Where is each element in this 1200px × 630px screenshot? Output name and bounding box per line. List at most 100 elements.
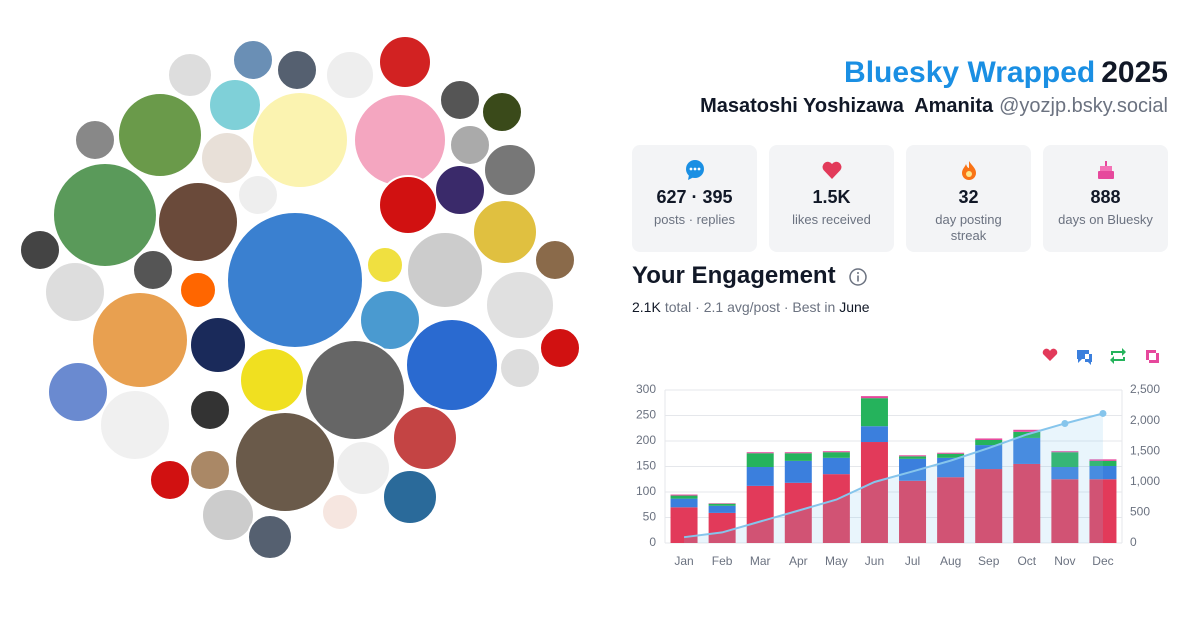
avatar[interactable] <box>359 289 421 351</box>
avatar[interactable] <box>208 78 262 132</box>
avatar[interactable] <box>189 389 231 431</box>
avatar[interactable] <box>405 318 499 412</box>
avatar[interactable] <box>378 35 432 89</box>
avatar[interactable] <box>247 514 293 560</box>
avatar[interactable] <box>439 79 481 121</box>
bar-segment <box>1051 467 1079 480</box>
y2-tick-label: 2,500 <box>1130 382 1160 396</box>
stat-label: days on Bluesky <box>1058 212 1153 227</box>
avatar[interactable] <box>149 459 191 501</box>
avatar[interactable] <box>157 181 239 263</box>
avatar[interactable] <box>321 493 359 531</box>
icon <box>822 161 841 179</box>
y-tick-label: 300 <box>636 382 656 396</box>
y2-tick-label: 2,000 <box>1130 413 1160 427</box>
avatar[interactable] <box>378 175 438 235</box>
avatar[interactable] <box>132 249 174 291</box>
x-tick-label: Jun <box>865 554 884 568</box>
bar-segment <box>746 467 774 486</box>
user: Masatoshi Yoshizawa Amanita @yozjp.bsky.s… <box>700 95 1168 118</box>
bar-segment <box>1089 460 1117 466</box>
bar-segment <box>899 458 927 481</box>
avatar[interactable] <box>237 174 279 216</box>
avatar[interactable] <box>167 52 213 98</box>
avatar[interactable] <box>539 327 581 369</box>
x-tick-label: Sep <box>978 554 1000 568</box>
bar-segment <box>708 503 736 504</box>
stat-label: likes received <box>792 212 871 227</box>
y2-tick-label: 0 <box>1130 535 1137 549</box>
best-month: June <box>839 299 870 315</box>
bar-segment <box>937 477 965 543</box>
avatar[interactable] <box>353 93 447 187</box>
avatar[interactable] <box>251 91 349 189</box>
avatar[interactable] <box>304 339 406 441</box>
avatar[interactable] <box>189 316 247 374</box>
avatar[interactable] <box>91 291 189 389</box>
avatar[interactable] <box>239 347 305 413</box>
avatar[interactable] <box>366 246 404 284</box>
avatar[interactable] <box>481 91 523 133</box>
bar-segment <box>822 457 850 475</box>
avatar[interactable] <box>52 162 158 268</box>
avatar[interactable] <box>179 271 217 309</box>
x-tick-label: Jul <box>905 554 920 568</box>
avatar[interactable] <box>485 270 555 340</box>
y-tick-label: 200 <box>636 433 656 447</box>
bar-segment <box>746 452 774 454</box>
avatar[interactable] <box>483 143 537 197</box>
avatar[interactable] <box>19 229 61 271</box>
icon <box>961 161 976 180</box>
app-title: Bluesky Wrapped <box>844 56 1096 89</box>
avatar[interactable] <box>335 440 391 496</box>
icon <box>1097 161 1114 179</box>
bar-segment <box>784 482 812 543</box>
x-tick-label: Dec <box>1092 554 1113 568</box>
avatar[interactable] <box>406 231 484 309</box>
y-tick-label: 50 <box>643 510 657 524</box>
x-tick-label: Aug <box>940 554 961 568</box>
avatar[interactable] <box>232 39 274 81</box>
bar-segment <box>975 445 1003 470</box>
avatar[interactable] <box>382 469 438 525</box>
stat-label: day posting streak <box>935 212 1002 243</box>
y-tick-label: 150 <box>636 459 656 473</box>
bar-segment <box>708 505 736 513</box>
legend-icon <box>1146 350 1159 363</box>
avatar[interactable] <box>534 239 576 281</box>
bar-segment <box>899 480 927 543</box>
icon <box>685 160 704 180</box>
bar-segment <box>708 503 736 506</box>
avatar[interactable] <box>449 124 491 166</box>
avatar[interactable] <box>201 488 255 542</box>
y2-tick-label: 1,500 <box>1130 443 1160 457</box>
avatar[interactable] <box>44 261 106 323</box>
total: 2.1K <box>632 299 661 315</box>
avatar[interactable] <box>234 411 336 513</box>
bar-segment <box>975 438 1003 440</box>
avatar[interactable] <box>325 50 375 100</box>
avatar[interactable] <box>99 389 171 461</box>
avatar[interactable] <box>434 164 486 216</box>
avatar[interactable] <box>499 347 541 389</box>
avatar[interactable] <box>472 199 538 265</box>
x-tick-label: May <box>825 554 848 568</box>
avatar[interactable] <box>200 131 254 185</box>
avatar[interactable] <box>47 361 109 423</box>
bar-segment <box>670 494 698 496</box>
handle: @yozjp.bsky.social <box>999 95 1168 117</box>
avatar[interactable] <box>117 92 203 178</box>
section-title: Your Engagement <box>632 262 868 290</box>
y-tick-label: 100 <box>636 484 656 498</box>
x-tick-label: Oct <box>1017 554 1036 568</box>
x-tick-label: Jan <box>674 554 693 568</box>
bar-segment <box>1013 431 1041 438</box>
info-icon[interactable] <box>848 267 868 287</box>
avatar[interactable] <box>226 211 364 349</box>
avatar[interactable] <box>276 49 318 91</box>
y-tick-label: 250 <box>636 408 656 422</box>
avatar[interactable] <box>392 405 458 471</box>
avatar[interactable] <box>74 119 116 161</box>
avatar[interactable] <box>189 449 231 491</box>
bar-segment <box>975 439 1003 446</box>
